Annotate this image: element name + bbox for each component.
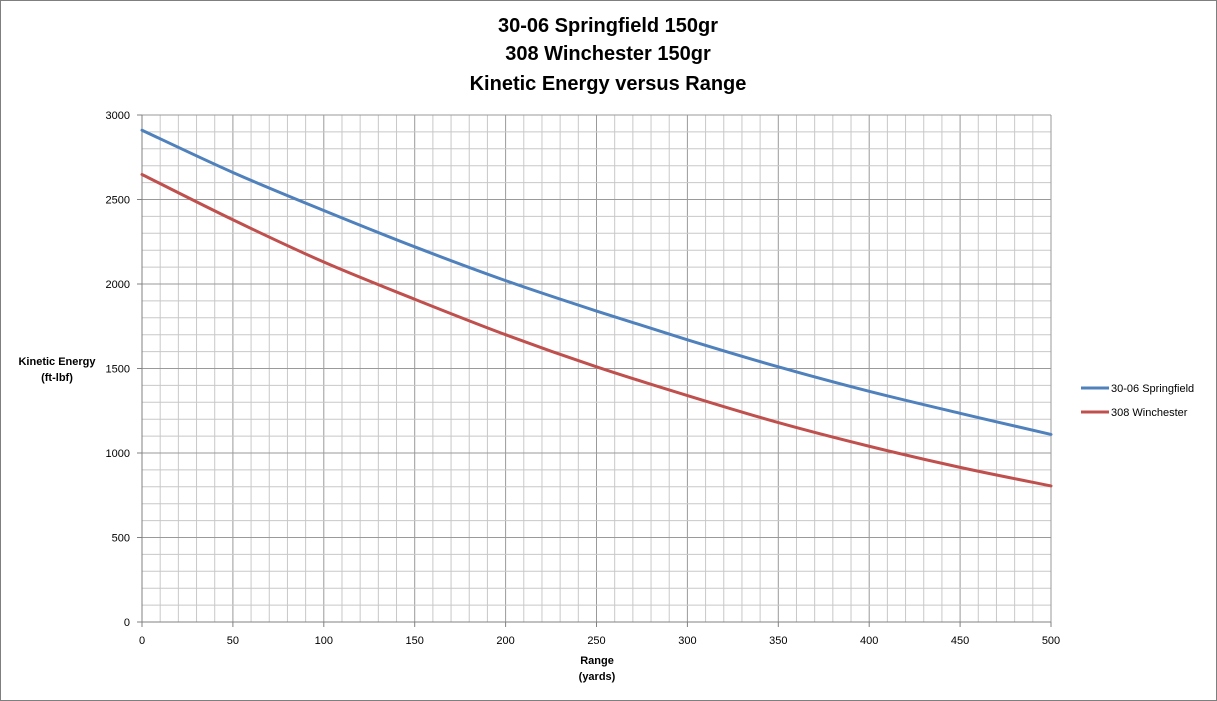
chart-title-line-3: Kinetic Energy versus Range [470, 73, 747, 95]
y-axis-ticks: 0 500 1000 1500 2000 2500 3000 [106, 110, 142, 629]
x-tick-label: 50 [227, 635, 239, 647]
chart-title: 30-06 Springfield 150gr 308 Winchester 1… [470, 15, 747, 95]
y-axis-title-line-1: Kinetic Energy [18, 356, 96, 368]
x-axis-title: Range (yards) [579, 655, 616, 683]
legend-label-308-winchester: 308 Winchester [1111, 407, 1188, 419]
x-tick-label: 300 [678, 635, 696, 647]
legend: 30-06 Springfield 308 Winchester [1081, 383, 1194, 419]
chart-title-line-2: 308 Winchester 150gr [505, 43, 711, 65]
y-axis-title: Kinetic Energy (ft-lbf) [18, 356, 96, 384]
x-tick-label: 200 [496, 635, 514, 647]
y-tick-label: 1000 [106, 448, 130, 460]
y-tick-label: 0 [124, 617, 130, 629]
x-tick-label: 500 [1042, 635, 1060, 647]
y-tick-label: 3000 [106, 110, 130, 122]
x-axis-title-line-1: Range [580, 655, 614, 667]
series-line-308-winchester [140, 172, 1053, 488]
x-tick-label: 250 [587, 635, 605, 647]
series-line-30-06-springfield [140, 128, 1053, 436]
x-tick-label: 0 [139, 635, 145, 647]
y-tick-label: 500 [112, 533, 130, 545]
chart-title-line-1: 30-06 Springfield 150gr [498, 15, 718, 37]
y-tick-label: 1500 [106, 364, 130, 376]
y-tick-label: 2500 [106, 195, 130, 207]
x-tick-label: 350 [769, 635, 787, 647]
data-series [140, 128, 1053, 488]
x-tick-label: 450 [951, 635, 969, 647]
x-axis-title-line-2: (yards) [579, 671, 616, 683]
x-axis-ticks: 0 50 100 150 200 250 300 350 400 450 500 [139, 622, 1060, 647]
y-tick-label: 2000 [106, 279, 130, 291]
y-axis-title-line-2: (ft-lbf) [41, 372, 73, 384]
plot-grid [142, 114, 1052, 622]
x-tick-label: 100 [315, 635, 333, 647]
legend-label-30-06-springfield: 30-06 Springfield [1111, 383, 1194, 395]
x-tick-label: 150 [406, 635, 424, 647]
x-tick-label: 400 [860, 635, 878, 647]
